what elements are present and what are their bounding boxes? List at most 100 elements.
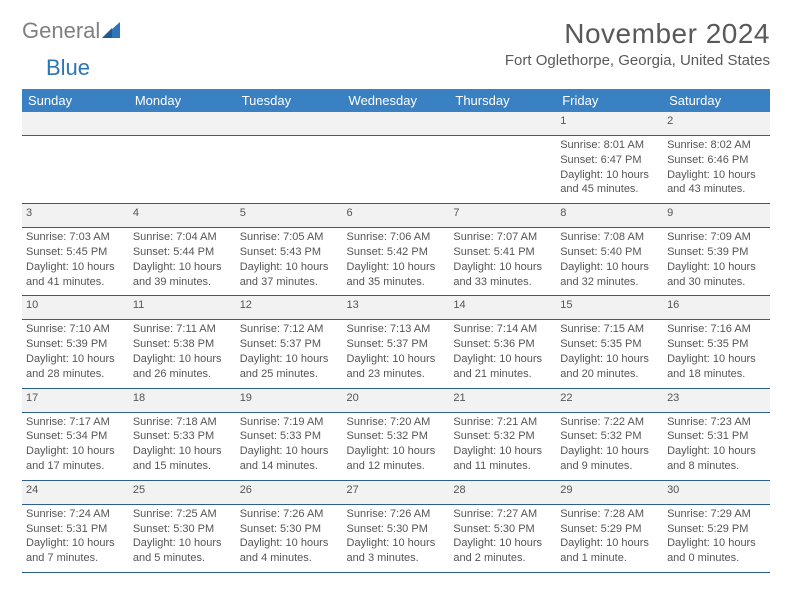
sunrise-text: Sunrise: 8:01 AM — [560, 138, 659, 153]
logo-text-general: General — [22, 18, 100, 44]
day-number-cell: 18 — [129, 388, 236, 412]
day-data-cell: Sunrise: 7:04 AMSunset: 5:44 PMDaylight:… — [129, 228, 236, 296]
day-data-cell: Sunrise: 7:05 AMSunset: 5:43 PMDaylight:… — [236, 228, 343, 296]
daylight-text: Daylight: 10 hours and 23 minutes. — [347, 352, 446, 382]
daylight-text: Daylight: 10 hours and 2 minutes. — [453, 536, 552, 566]
sunset-text: Sunset: 5:30 PM — [240, 522, 339, 537]
day-data-cell: Sunrise: 7:03 AMSunset: 5:45 PMDaylight:… — [22, 228, 129, 296]
daylight-text: Daylight: 10 hours and 1 minute. — [560, 536, 659, 566]
daylight-text: Daylight: 10 hours and 0 minutes. — [667, 536, 766, 566]
sunset-text: Sunset: 5:33 PM — [240, 429, 339, 444]
day-data-cell: Sunrise: 7:19 AMSunset: 5:33 PMDaylight:… — [236, 412, 343, 480]
weekday-header: Sunday — [22, 89, 129, 112]
day-number-cell: 16 — [663, 296, 770, 320]
weekday-header: Tuesday — [236, 89, 343, 112]
day-data-cell: Sunrise: 8:01 AMSunset: 6:47 PMDaylight:… — [556, 135, 663, 203]
day-data-cell: Sunrise: 7:25 AMSunset: 5:30 PMDaylight:… — [129, 504, 236, 572]
sunrise-text: Sunrise: 7:07 AM — [453, 230, 552, 245]
daylight-text: Daylight: 10 hours and 12 minutes. — [347, 444, 446, 474]
daylight-text: Daylight: 10 hours and 32 minutes. — [560, 260, 659, 290]
sunset-text: Sunset: 5:42 PM — [347, 245, 446, 260]
day-data-cell: Sunrise: 7:21 AMSunset: 5:32 PMDaylight:… — [449, 412, 556, 480]
sunset-text: Sunset: 5:30 PM — [133, 522, 232, 537]
day-data-cell: Sunrise: 7:20 AMSunset: 5:32 PMDaylight:… — [343, 412, 450, 480]
day-data-cell: Sunrise: 7:28 AMSunset: 5:29 PMDaylight:… — [556, 504, 663, 572]
day-number-cell: 21 — [449, 388, 556, 412]
weekday-header-row: Sunday Monday Tuesday Wednesday Thursday… — [22, 89, 770, 112]
sunset-text: Sunset: 5:39 PM — [26, 337, 125, 352]
sunrise-text: Sunrise: 8:02 AM — [667, 138, 766, 153]
sunset-text: Sunset: 6:46 PM — [667, 153, 766, 168]
day-number-cell: 3 — [22, 204, 129, 228]
day-number-cell: 22 — [556, 388, 663, 412]
sunset-text: Sunset: 5:41 PM — [453, 245, 552, 260]
sunrise-text: Sunrise: 7:12 AM — [240, 322, 339, 337]
day-data-cell: Sunrise: 7:10 AMSunset: 5:39 PMDaylight:… — [22, 320, 129, 388]
daylight-text: Daylight: 10 hours and 37 minutes. — [240, 260, 339, 290]
sunset-text: Sunset: 5:31 PM — [667, 429, 766, 444]
logo: General — [22, 18, 124, 44]
day-number-cell — [343, 112, 450, 135]
daylight-text: Daylight: 10 hours and 3 minutes. — [347, 536, 446, 566]
day-number-cell: 15 — [556, 296, 663, 320]
daynum-row: 3456789 — [22, 204, 770, 228]
sunrise-text: Sunrise: 7:16 AM — [667, 322, 766, 337]
daylight-text: Daylight: 10 hours and 33 minutes. — [453, 260, 552, 290]
daylight-text: Daylight: 10 hours and 4 minutes. — [240, 536, 339, 566]
sunrise-text: Sunrise: 7:22 AM — [560, 415, 659, 430]
sunrise-text: Sunrise: 7:13 AM — [347, 322, 446, 337]
daynum-row: 24252627282930 — [22, 480, 770, 504]
sunrise-text: Sunrise: 7:20 AM — [347, 415, 446, 430]
day-data-cell: Sunrise: 7:15 AMSunset: 5:35 PMDaylight:… — [556, 320, 663, 388]
daynum-row: 17181920212223 — [22, 388, 770, 412]
day-number-cell: 7 — [449, 204, 556, 228]
day-number-cell: 12 — [236, 296, 343, 320]
daylight-text: Daylight: 10 hours and 30 minutes. — [667, 260, 766, 290]
sunrise-text: Sunrise: 7:24 AM — [26, 507, 125, 522]
sunset-text: Sunset: 5:43 PM — [240, 245, 339, 260]
weekday-header: Monday — [129, 89, 236, 112]
sunset-text: Sunset: 5:44 PM — [133, 245, 232, 260]
sunset-text: Sunset: 5:29 PM — [667, 522, 766, 537]
day-data-cell — [129, 135, 236, 203]
day-data-cell — [236, 135, 343, 203]
day-number-cell: 8 — [556, 204, 663, 228]
sunset-text: Sunset: 5:34 PM — [26, 429, 125, 444]
daylight-text: Daylight: 10 hours and 28 minutes. — [26, 352, 125, 382]
daylight-text: Daylight: 10 hours and 26 minutes. — [133, 352, 232, 382]
day-number-cell: 6 — [343, 204, 450, 228]
sunrise-text: Sunrise: 7:17 AM — [26, 415, 125, 430]
weekday-header: Friday — [556, 89, 663, 112]
sunrise-text: Sunrise: 7:09 AM — [667, 230, 766, 245]
day-number-cell: 27 — [343, 480, 450, 504]
day-data-cell: Sunrise: 7:07 AMSunset: 5:41 PMDaylight:… — [449, 228, 556, 296]
page-title: November 2024 — [505, 18, 770, 50]
day-data-cell: Sunrise: 7:23 AMSunset: 5:31 PMDaylight:… — [663, 412, 770, 480]
daylight-text: Daylight: 10 hours and 39 minutes. — [133, 260, 232, 290]
daylight-text: Daylight: 10 hours and 41 minutes. — [26, 260, 125, 290]
daylight-text: Daylight: 10 hours and 14 minutes. — [240, 444, 339, 474]
day-data-cell: Sunrise: 7:08 AMSunset: 5:40 PMDaylight:… — [556, 228, 663, 296]
sunset-text: Sunset: 5:32 PM — [560, 429, 659, 444]
day-data-cell — [343, 135, 450, 203]
sunset-text: Sunset: 5:39 PM — [667, 245, 766, 260]
day-data-cell: Sunrise: 7:09 AMSunset: 5:39 PMDaylight:… — [663, 228, 770, 296]
sunset-text: Sunset: 5:37 PM — [240, 337, 339, 352]
sunset-text: Sunset: 5:37 PM — [347, 337, 446, 352]
calendar-table: Sunday Monday Tuesday Wednesday Thursday… — [22, 89, 770, 573]
sunset-text: Sunset: 5:32 PM — [347, 429, 446, 444]
day-number-cell: 5 — [236, 204, 343, 228]
sunset-text: Sunset: 5:35 PM — [667, 337, 766, 352]
day-number-cell: 14 — [449, 296, 556, 320]
sunrise-text: Sunrise: 7:25 AM — [133, 507, 232, 522]
sunrise-text: Sunrise: 7:04 AM — [133, 230, 232, 245]
title-block: November 2024 Fort Oglethorpe, Georgia, … — [505, 18, 770, 69]
daylight-text: Daylight: 10 hours and 7 minutes. — [26, 536, 125, 566]
day-data-cell: Sunrise: 7:06 AMSunset: 5:42 PMDaylight:… — [343, 228, 450, 296]
day-data-cell: Sunrise: 7:11 AMSunset: 5:38 PMDaylight:… — [129, 320, 236, 388]
day-number-cell: 30 — [663, 480, 770, 504]
day-number-cell — [449, 112, 556, 135]
data-row: Sunrise: 7:10 AMSunset: 5:39 PMDaylight:… — [22, 320, 770, 388]
day-number-cell — [22, 112, 129, 135]
day-number-cell — [236, 112, 343, 135]
